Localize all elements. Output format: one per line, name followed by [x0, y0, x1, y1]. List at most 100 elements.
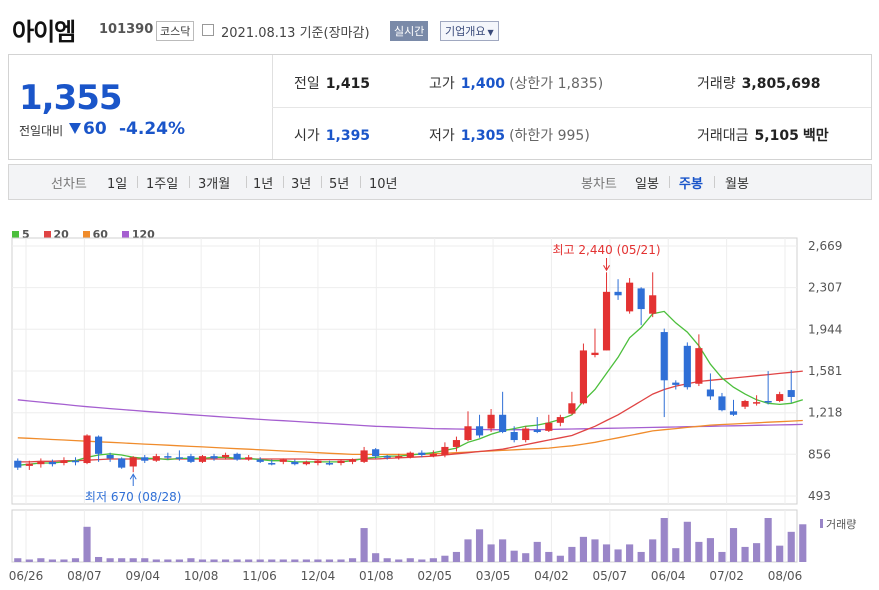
volume-bar [787, 531, 795, 562]
volume-bar [799, 524, 807, 562]
candle [302, 460, 310, 466]
volume-bar [152, 559, 160, 562]
candle-body [499, 414, 507, 433]
volume-bar [741, 546, 749, 562]
candle [256, 457, 264, 464]
volume-bar [14, 558, 22, 562]
tab-3y[interactable]: 3년 [291, 177, 312, 192]
candle [776, 391, 784, 403]
tab-1d[interactable]: 1일 [107, 177, 128, 192]
candle-body [95, 436, 103, 454]
candle [545, 414, 553, 433]
candle-body [395, 456, 403, 458]
price-summary: 1,355 전일대비 60 -4.24% 전일 1,415 시가 1,395 고가 1… [8, 54, 872, 160]
volume-bar [499, 539, 507, 562]
volume-bar [60, 559, 68, 562]
candle-body [348, 459, 357, 462]
volume-bar [210, 559, 218, 562]
candle [429, 450, 437, 458]
y-tick-label: 2,669 [808, 239, 842, 253]
tab-weekly[interactable]: 주봉 [679, 177, 703, 192]
volume-bar [602, 544, 611, 562]
candle [291, 459, 299, 466]
volume-bar [291, 559, 299, 562]
volume-bar [187, 558, 195, 562]
candle [83, 434, 91, 465]
volume-bar [614, 549, 622, 562]
company-overview-button[interactable]: 기업개요 ▼ [440, 21, 499, 41]
volume-bar [683, 521, 691, 562]
volume-bar [348, 558, 357, 562]
volume-bar [429, 558, 437, 562]
candle-body [510, 432, 518, 441]
basis-date: 2021.08.13 기준(장마감) [221, 26, 370, 41]
change-label: 전일대비 [19, 124, 64, 138]
tab-3m[interactable]: 3개월 [198, 177, 231, 192]
volume-bar [256, 559, 264, 562]
candle [268, 459, 276, 466]
tab-1y[interactable]: 1년 [253, 177, 274, 192]
volume-bar [510, 550, 518, 562]
volume-plot-frame [11, 509, 798, 563]
volume-bar [764, 518, 772, 562]
candle-body [672, 382, 680, 385]
candle-body [695, 348, 703, 384]
high-arrow-head [603, 265, 610, 272]
candle [499, 391, 507, 434]
volume-bar [83, 526, 91, 562]
candle [164, 452, 172, 460]
candle-body [660, 332, 668, 381]
volume-bar [175, 559, 183, 562]
y-tick-label: 1,944 [808, 322, 842, 336]
volume-bar [556, 555, 564, 562]
tab-1w[interactable]: 1주일 [146, 177, 179, 192]
calendar-icon [202, 24, 214, 36]
candle-body [568, 403, 576, 414]
x-tick-label: 09/04 [125, 569, 160, 583]
x-tick-label: 02/05 [417, 569, 452, 583]
candle [441, 442, 449, 458]
candle-body [279, 459, 287, 462]
candle-body [25, 463, 33, 466]
x-tick-label: 08/07 [67, 569, 102, 583]
candle [626, 278, 634, 314]
candle-body [776, 394, 784, 401]
candle-body [441, 446, 449, 455]
candle [71, 457, 80, 466]
candle-body [83, 435, 91, 464]
y-tick-label: 856 [808, 447, 831, 461]
candle [452, 436, 461, 452]
candle [245, 454, 253, 461]
x-tick-label: 10/08 [184, 569, 219, 583]
volume-bar [221, 559, 230, 562]
candle-body [418, 452, 426, 455]
volume-bar [776, 545, 784, 562]
volume-bar [95, 556, 103, 562]
tab-monthly[interactable]: 월봉 [725, 177, 749, 192]
candle-body [545, 422, 553, 431]
tab-daily[interactable]: 일봉 [635, 177, 659, 192]
realtime-button[interactable]: 실시간 [390, 21, 429, 41]
volume-bar [464, 539, 472, 562]
current-price: 1,355 [19, 78, 123, 118]
candle-body [152, 456, 160, 461]
candle [753, 395, 761, 406]
candle [25, 460, 33, 470]
candle-body [164, 456, 172, 458]
candle-body [591, 352, 599, 356]
x-tick-label: 03/05 [476, 569, 511, 583]
candle-body [141, 457, 149, 461]
volume-legend-mark [820, 519, 823, 528]
volume-bar [406, 558, 414, 562]
candle [14, 458, 22, 470]
tab-10y[interactable]: 10년 [369, 177, 398, 192]
candle [325, 460, 334, 466]
candle-body [718, 396, 726, 411]
candle [406, 451, 414, 459]
volume-bar [279, 559, 287, 562]
candle [510, 426, 518, 443]
candle [729, 399, 738, 416]
tab-5y[interactable]: 5년 [329, 177, 350, 192]
x-tick-label: 12/04 [301, 569, 336, 583]
